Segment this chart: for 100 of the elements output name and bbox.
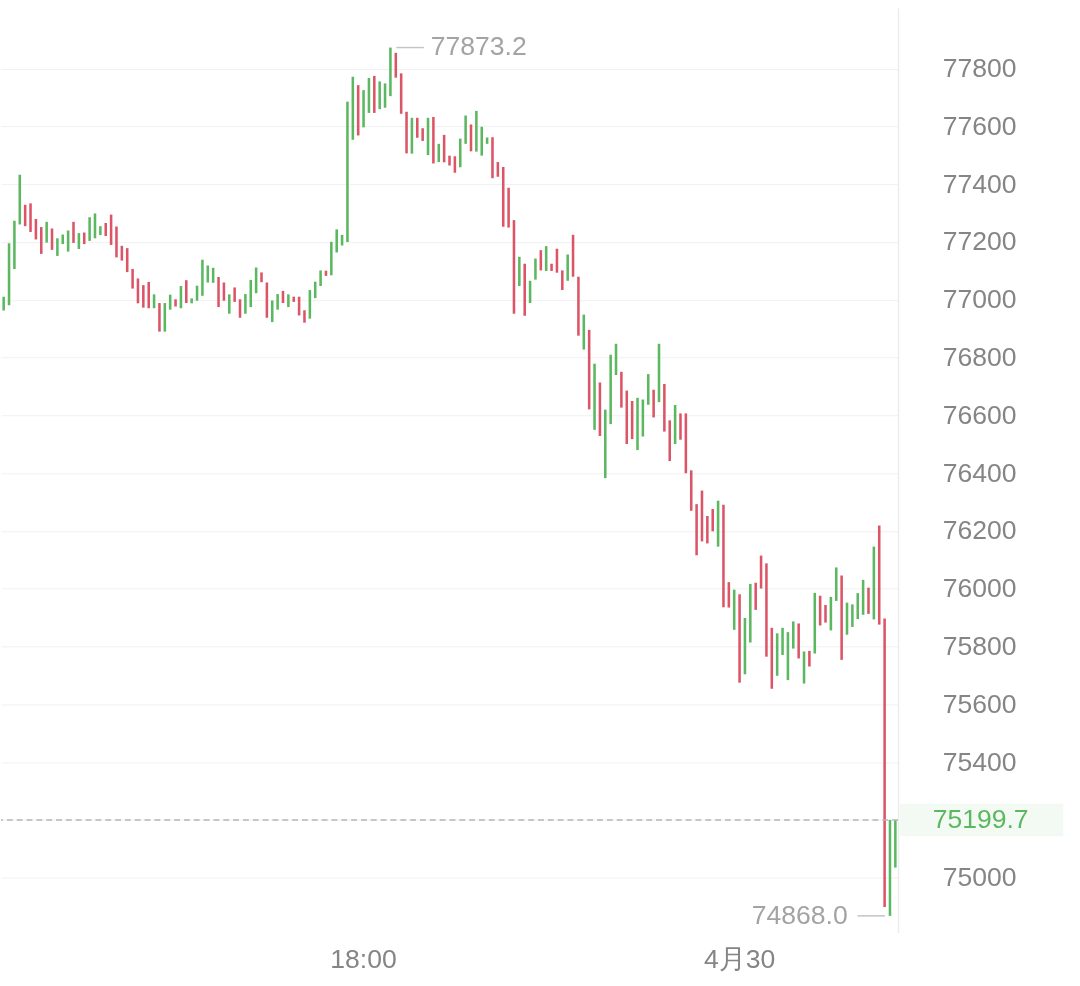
candlestick — [518, 256, 521, 286]
candlestick — [561, 270, 564, 291]
candlestick — [174, 299, 177, 307]
y-tick-label: 75400 — [942, 746, 1017, 777]
candlestick — [749, 583, 752, 643]
candlestick — [722, 504, 725, 608]
candlestick — [765, 563, 768, 657]
candlestick — [507, 187, 510, 228]
candlestick — [689, 470, 693, 511]
candlestick — [249, 279, 253, 308]
candlestick — [260, 272, 263, 283]
candlestick — [808, 650, 811, 667]
y-tick-label: 77400 — [942, 168, 1017, 199]
candlestick — [346, 101, 349, 243]
y-tick-label: 75000 — [942, 862, 1017, 893]
candlestick — [480, 126, 484, 156]
annotation: 74868.0 — [751, 899, 848, 930]
y-tick-label: 77200 — [942, 226, 1017, 257]
y-tick-label: 77800 — [942, 53, 1017, 84]
candlestick — [2, 296, 5, 311]
candlestick — [706, 515, 709, 544]
candlestick — [276, 294, 279, 310]
candlestick — [797, 623, 800, 659]
candlestick — [228, 294, 231, 314]
candlestick — [270, 300, 274, 323]
candlestick — [158, 303, 161, 332]
candlestick — [813, 592, 817, 654]
candlestick — [781, 627, 784, 655]
candlestick — [792, 621, 795, 649]
candlestick — [851, 604, 854, 627]
candlestick — [287, 294, 290, 308]
candlestick — [491, 137, 494, 179]
candlestick — [330, 241, 333, 276]
candlestick — [99, 226, 102, 236]
candlestick — [663, 383, 666, 432]
candlestick — [668, 420, 672, 462]
candlestick — [652, 389, 655, 418]
candlestick — [378, 81, 381, 110]
annotation: 77873.2 — [430, 31, 527, 62]
y-tick-label: 77000 — [942, 284, 1017, 315]
candlestick — [566, 254, 569, 281]
candlestick — [292, 296, 296, 302]
candlestick — [458, 138, 462, 168]
candlestick — [856, 593, 860, 620]
candlestick — [534, 258, 537, 280]
candlestick — [335, 229, 338, 253]
candlestick — [56, 238, 59, 256]
candlestick — [877, 525, 881, 625]
candlestick — [636, 397, 639, 451]
candlestick — [695, 504, 698, 556]
candlestick — [13, 220, 16, 269]
candlestick — [501, 166, 505, 227]
candlestick — [894, 820, 897, 868]
candlestick — [142, 285, 145, 308]
candlestick — [738, 594, 741, 683]
candlestick — [437, 143, 441, 163]
candlestick — [754, 582, 757, 610]
candlestick — [373, 75, 376, 113]
candlestick — [432, 116, 435, 164]
candlestick — [593, 363, 596, 430]
candlestick — [834, 567, 838, 601]
candlestick — [244, 294, 247, 314]
candlestick — [39, 227, 43, 254]
candlestick — [577, 276, 580, 336]
candlestick — [147, 281, 150, 309]
y-tick-label: 76400 — [942, 457, 1017, 488]
x-tick-label: 18:00 — [330, 943, 397, 974]
candlestick — [82, 232, 86, 245]
candlestick — [45, 221, 48, 243]
candlestick — [319, 270, 322, 286]
ref-line-label: 75199.7 — [932, 803, 1029, 834]
candlestick — [190, 298, 193, 304]
candlestick — [867, 587, 870, 614]
candlestick — [840, 575, 843, 660]
candlestick — [201, 259, 204, 296]
candlestick — [550, 263, 553, 271]
candlestick — [405, 111, 408, 154]
candlestick — [646, 374, 650, 405]
candlestick — [421, 128, 424, 141]
y-tick-label: 76600 — [942, 399, 1017, 430]
candlestick — [416, 117, 419, 138]
y-tick-label: 76800 — [942, 342, 1017, 372]
candlestick — [475, 110, 478, 152]
candlestick — [448, 155, 451, 166]
candlestick — [131, 268, 134, 289]
candlestick — [217, 277, 220, 308]
y-tick-label: 77600 — [942, 110, 1017, 141]
candlestick — [115, 226, 118, 258]
y-tick-label: 75800 — [942, 630, 1017, 661]
candlestick — [883, 618, 886, 907]
candlestick — [620, 371, 623, 408]
candlestick — [72, 221, 75, 243]
candlestick — [88, 217, 91, 241]
candlestick — [609, 354, 612, 425]
candlestick — [61, 234, 65, 245]
candlestick — [523, 263, 526, 316]
candlestick — [711, 509, 714, 532]
candlestick — [303, 310, 306, 323]
y-tick-label: 76000 — [942, 573, 1017, 604]
candlestick — [29, 203, 32, 232]
